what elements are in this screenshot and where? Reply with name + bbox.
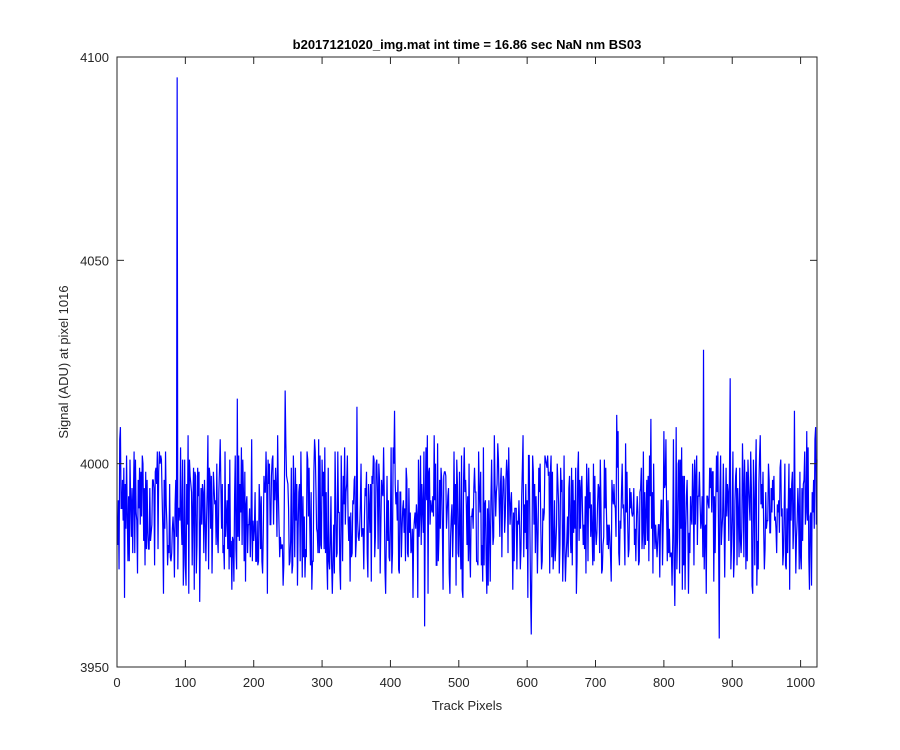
y-tick-label: 4000 (80, 457, 109, 472)
plot-area (117, 57, 817, 667)
x-tick-label: 100 (175, 675, 197, 690)
x-tick-label: 500 (448, 675, 470, 690)
x-tick-label: 400 (380, 675, 402, 690)
signal-series-line (117, 77, 818, 639)
x-axis-label: Track Pixels (432, 698, 503, 713)
x-tick-label: 300 (311, 675, 333, 690)
x-tick-label: 1000 (786, 675, 815, 690)
x-tick-label: 900 (721, 675, 743, 690)
axes-box (116, 56, 818, 668)
y-tick-label: 4100 (80, 50, 109, 65)
x-tick-label: 0 (113, 675, 120, 690)
y-axis-label: Signal (ADU) at pixel 1016 (56, 285, 71, 438)
y-tick-label: 4050 (80, 253, 109, 268)
x-tick-label: 600 (516, 675, 538, 690)
x-tick-label: 800 (653, 675, 675, 690)
x-tick-label: 700 (585, 675, 607, 690)
chart-title: b2017121020_img.mat int time = 16.86 sec… (293, 37, 642, 52)
y-tick-label: 3950 (80, 660, 109, 675)
x-tick-label: 200 (243, 675, 265, 690)
